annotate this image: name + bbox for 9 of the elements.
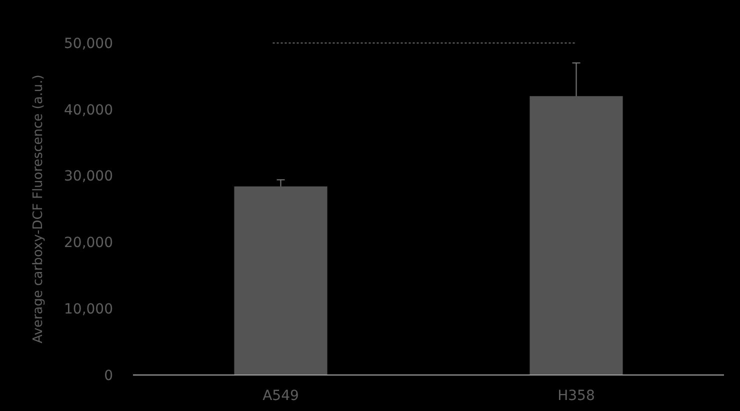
x-tick-label: A549 — [262, 388, 299, 404]
y-tick-label: 10,000 — [64, 302, 113, 318]
y-tick-label: 50,000 — [64, 36, 113, 52]
y-tick-label: 20,000 — [64, 235, 113, 252]
y-axis-title: Average carboxy-DCF Fluorescence (a.u.) — [31, 74, 46, 344]
y-tick-label: 0 — [104, 368, 113, 384]
y-tick-label: 40,000 — [64, 102, 113, 118]
x-tick-label: H358 — [558, 388, 595, 404]
y-tick-label: 30,000 — [64, 168, 113, 185]
